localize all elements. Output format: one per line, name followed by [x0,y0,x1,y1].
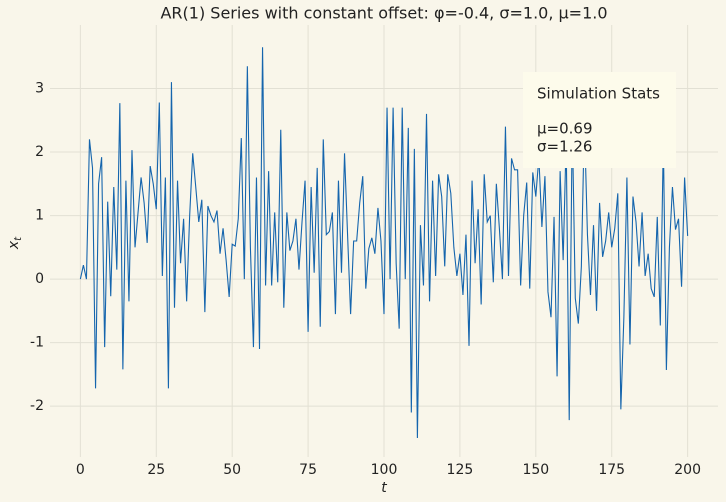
y-axis-label-group: xt [6,236,24,250]
x-tick-label: 0 [76,462,85,478]
series-line [79,47,689,438]
annotation-line: μ=0.69 [537,120,593,138]
y-tick-label: 3 [35,81,44,97]
chart-title: AR(1) Series with constant offset: φ=-0.… [160,4,607,23]
x-tick-label: 150 [522,462,549,478]
x-tick-label: 75 [299,462,317,478]
y-axis-label: xt [6,236,24,250]
y-axis-label-main: x [6,240,22,250]
y-axis-label-sub: t [13,236,24,241]
y-tick-label: 2 [35,144,44,160]
x-tick-label: 175 [598,462,625,478]
x-tick-label: 25 [147,462,165,478]
annotation-title: Simulation Stats [537,85,660,103]
y-tick-label: 1 [35,208,44,224]
x-tick-label: 200 [674,462,701,478]
x-axis-label: t [381,480,387,496]
plot [79,47,689,438]
y-tick-label: -2 [30,398,44,414]
x-tick-label: 50 [223,462,241,478]
x-tick-label: 125 [447,462,474,478]
y-tick-label: -1 [30,335,44,351]
y-tick-label: 0 [35,271,44,287]
x-tick-label: 100 [371,462,398,478]
annotation-line: σ=1.26 [537,138,592,156]
annotation-box [523,72,676,168]
